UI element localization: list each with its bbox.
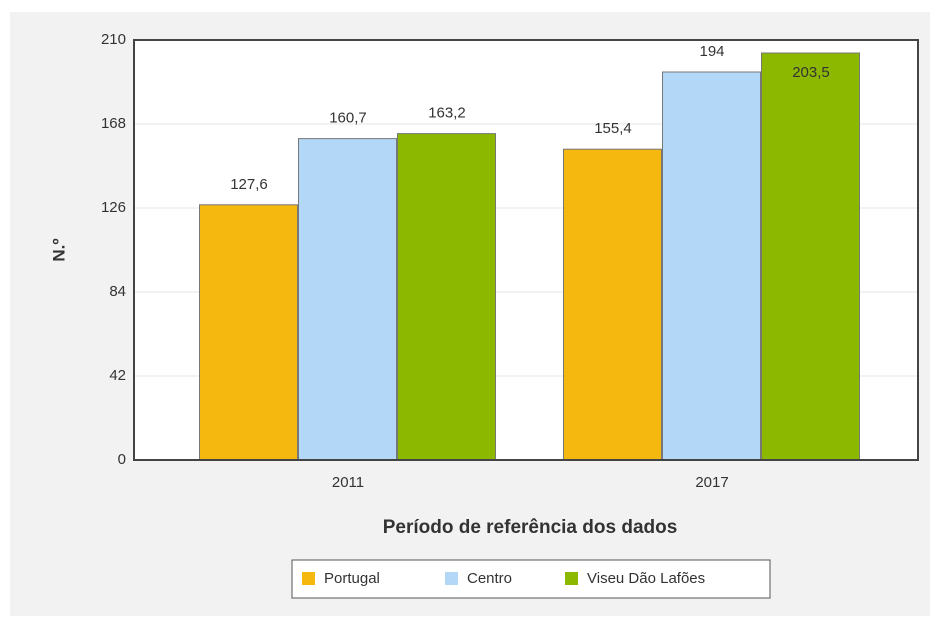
bar [662, 71, 761, 461]
legend-box [291, 559, 771, 599]
legend-label: Centro [467, 570, 512, 587]
y-tick-label: 168 [101, 115, 126, 132]
y-axis-title: N.º [49, 238, 68, 261]
y-tick-label: 0 [118, 451, 126, 468]
y-tick-label: 42 [109, 367, 126, 384]
legend-label: Portugal [324, 570, 380, 587]
value-label: 155,4 [594, 120, 632, 137]
legend-swatch [445, 572, 458, 585]
x-tick-label: 2017 [695, 474, 728, 491]
bar [397, 133, 496, 461]
value-label: 127,6 [230, 176, 268, 193]
bar [563, 148, 662, 461]
value-label: 194 [699, 43, 724, 60]
legend-swatch [565, 572, 578, 585]
y-tick-label: 84 [109, 283, 126, 300]
bar [761, 52, 860, 461]
legend-swatch [302, 572, 315, 585]
value-label: 203,5 [792, 64, 830, 81]
x-axis-title: Período de referência dos dados [383, 517, 678, 538]
y-tick-label: 126 [101, 199, 126, 216]
y-tick-label: 210 [101, 31, 126, 48]
bar [298, 138, 397, 461]
plot-border [133, 39, 919, 461]
value-label: 163,2 [428, 105, 466, 122]
x-tick-label: 2011 [332, 474, 364, 491]
legend-label: Viseu Dão Lafões [587, 570, 705, 587]
value-label: 160,7 [329, 110, 367, 127]
bar [199, 204, 298, 461]
